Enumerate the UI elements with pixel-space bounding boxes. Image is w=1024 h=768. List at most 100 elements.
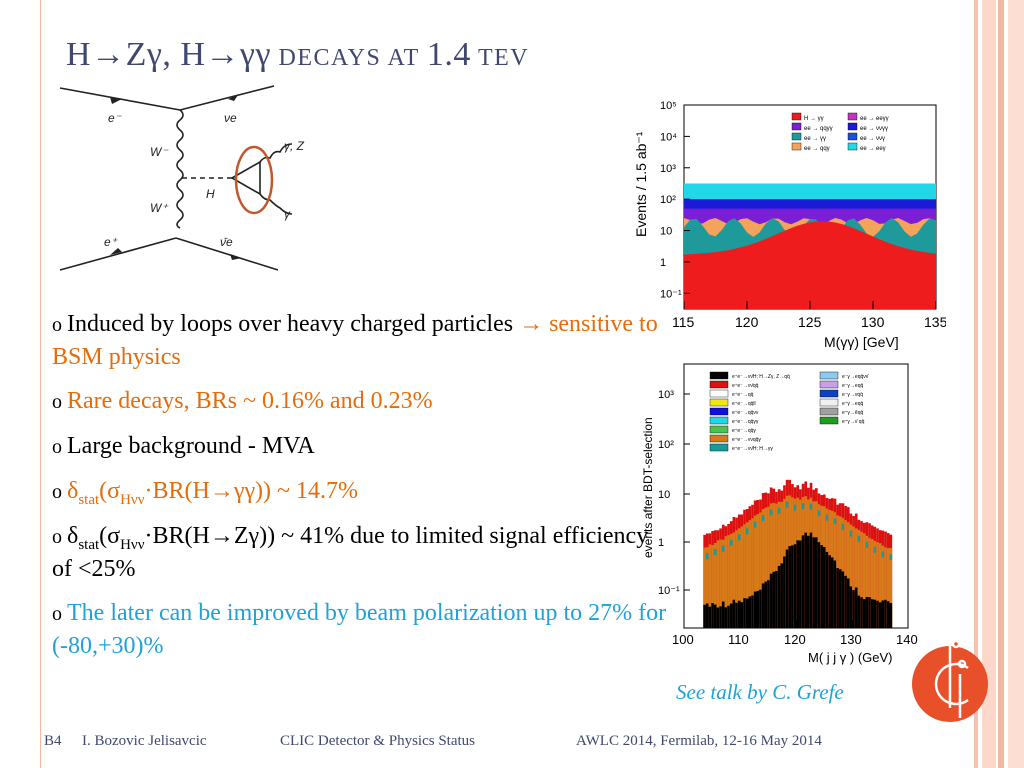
plot2-bar-nnqqg <box>713 543 717 628</box>
plot2-bar-signal <box>721 601 725 628</box>
plot2-bar-signal <box>785 549 789 628</box>
plot2-bar-signal <box>729 603 733 628</box>
plot2-legend-label: e⁻γ→eqq̄ <box>842 383 863 389</box>
plot2-bar-nnqqg <box>876 542 879 628</box>
plot1-legend-box <box>788 109 900 153</box>
plot1-legend-label: H → γγ <box>804 116 824 122</box>
plot2-bar-nnqqg <box>751 518 754 628</box>
plot2-bar-nnqqg <box>735 530 738 628</box>
plot2-bar-signal <box>838 569 842 628</box>
plot2-bar-signal <box>844 575 847 628</box>
plot2-bar-hgg <box>825 514 829 521</box>
plot2-bar-signal <box>716 607 720 628</box>
plot2-bar-nnqqg <box>745 522 749 628</box>
plot1-xlabel: M(γγ) [GeV] <box>824 334 899 350</box>
plot1-xtick: 125 <box>798 314 822 330</box>
plot2-legend-label: e⁺e⁻→qq̄γγ <box>732 419 759 425</box>
plot2-bar-nnqqg <box>777 501 781 628</box>
plot2-bar-signal <box>719 606 722 628</box>
plot2-legend-label: e⁺e⁻→νν̄qq̄ <box>732 383 759 389</box>
plot2-bar-signal <box>823 546 826 628</box>
plot2-bar-signal <box>820 545 823 628</box>
plot2-bar-signal <box>860 597 863 628</box>
plot2-bar-hgg <box>889 554 893 561</box>
plot2-bar-signal <box>753 591 757 628</box>
plot2-legend-swatch <box>709 416 729 425</box>
plot1-ytick: 10³ <box>660 163 676 175</box>
plot1-legend-swatch <box>791 112 802 121</box>
plot2-legend-label: e⁺e⁻→qq̄ <box>732 392 754 398</box>
plot2-legend-label: e⁺e⁻→ννqq̄γ <box>732 437 761 443</box>
plot2-bar-nnqqg <box>886 547 890 628</box>
plot2-bar-nnqqg <box>740 526 744 628</box>
plot1-legend-label: ee → eeγ <box>860 146 886 152</box>
mgg-histogram: H → γγ ee → qqγγ ee → γγ ee → qqγ ee → eeγγ e… <box>633 100 946 350</box>
plot2-bar-hgg <box>841 523 845 530</box>
plot2-ytick: 1 <box>658 537 664 549</box>
plot2-bar-signal <box>870 599 874 628</box>
plot2-legend-label: e⁺e⁻→νν̄H; H→Zγ, Z→qq̄ <box>732 374 790 380</box>
plot2-ytick: 10 <box>658 489 670 501</box>
plot2-bar-nnqqg <box>711 545 714 628</box>
slide-title: H→Zγ, H→γγ decays at 1.4 TeV <box>66 36 530 73</box>
plot2-legend-label: e⁺e⁻→qq̄γ <box>732 428 756 434</box>
plot2-bar-nnqqg <box>727 535 730 628</box>
plot2-legend-swatch <box>709 425 729 434</box>
plot2-bar-hgg <box>801 503 805 510</box>
bullet-1: o Induced by loops over heavy charged pa… <box>52 311 658 370</box>
label-w-plus: W⁺ <box>150 201 169 215</box>
plot2-xtick: 140 <box>896 632 918 647</box>
plot2-bar-hgg <box>721 545 725 552</box>
plot2-bar-signal <box>865 596 869 628</box>
plot2-bar-nnqqg <box>764 507 768 628</box>
plot2-xtick: 130 <box>840 632 862 647</box>
plot2-bar-signal <box>881 600 885 628</box>
label-w-minus: W⁻ <box>150 145 169 159</box>
plot2-bar-nnqqg <box>705 547 709 628</box>
plot2-bar-signal <box>873 599 877 628</box>
plot2-bar-nnqqg <box>878 543 882 628</box>
label-e-plus: e⁺ <box>104 235 119 249</box>
loop-highlight-circle <box>234 145 274 215</box>
plot2-legend-label: e⁺e⁻→qq̄νν <box>732 410 759 416</box>
plot1-legend-label: ee → ννγγ <box>860 126 888 132</box>
plot2-bar-signal <box>751 595 754 628</box>
plot2-xtick: 120 <box>784 632 806 647</box>
plot2-bar-hgg <box>745 528 749 535</box>
plot2-legend-label: e⁺γ→ẽqq̄ <box>842 410 863 416</box>
plot1-ytick: 10⁴ <box>660 131 677 143</box>
plot2-bar-signal <box>876 600 879 628</box>
plot2-bar-signal <box>732 599 736 628</box>
plot2-bar-signal <box>759 589 762 628</box>
plot2-bar-signal <box>868 597 871 628</box>
plot2-bar-nnqqg <box>846 522 850 628</box>
plot2-bar-signal <box>830 557 834 628</box>
plot2-bar-nnqqg <box>732 532 736 628</box>
plot2-bar-hgg <box>761 515 765 522</box>
plot2-legend-swatch <box>819 371 839 380</box>
plot2-bar-nnqqg <box>724 536 728 628</box>
plot2-legend-swatch <box>709 389 729 398</box>
plot2-bar-hgg <box>857 535 861 542</box>
plot2-bar-signal <box>852 590 855 628</box>
plot2-bar-nnqqg <box>716 540 720 628</box>
plot1-ytick: 10⁻¹ <box>660 288 682 300</box>
plot2-bar-signal <box>796 540 800 628</box>
plot2-bar-signal <box>846 578 850 628</box>
plot2-legend-label: e⁺γ→eqq̄ <box>842 401 863 407</box>
decorative-side-stripes <box>974 0 1024 768</box>
plot2-bar-nnqqg <box>865 535 869 628</box>
plot2-bar-signal <box>817 542 821 628</box>
plot2-bar-signal <box>833 560 837 628</box>
label-nue: νe <box>224 111 237 125</box>
plot2-bar-signal <box>799 540 802 628</box>
plot2-bar-signal <box>724 607 728 628</box>
label-gamma-z: γ, Z <box>284 139 305 153</box>
plot2-bar-hgg <box>817 510 821 517</box>
plot2-bar-nnqqg <box>857 529 861 628</box>
plot2-legend-swatch <box>819 389 839 398</box>
plot2-bar-nnqqg <box>775 503 778 628</box>
label-e-minus: e⁻ <box>108 111 123 125</box>
plot2-bar-signal <box>889 603 893 628</box>
plot2-legend-swatch <box>819 416 839 425</box>
